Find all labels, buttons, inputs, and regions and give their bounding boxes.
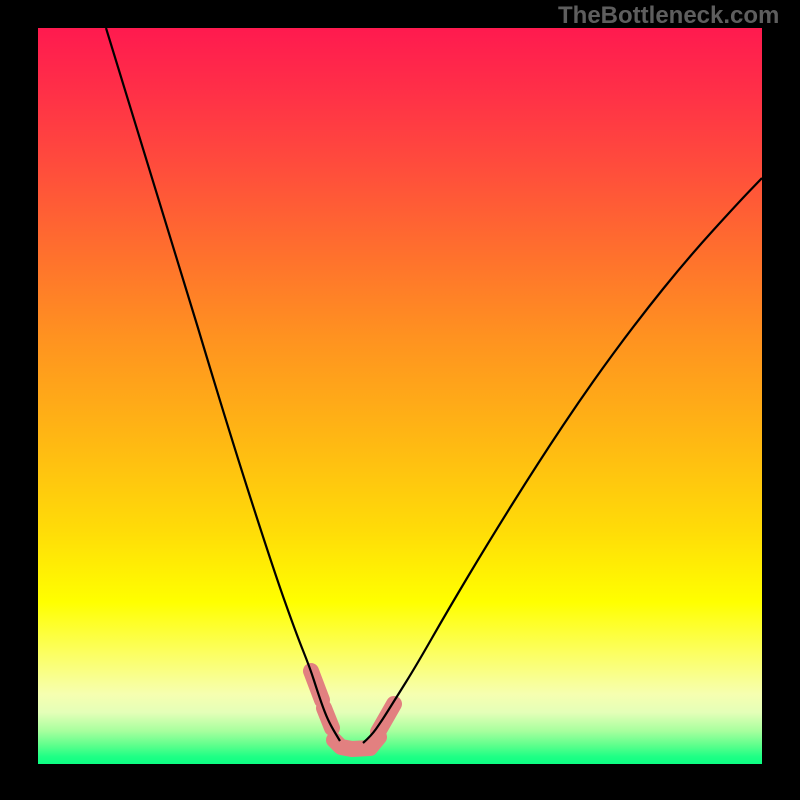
- curve-left-branch: [106, 28, 340, 741]
- curve-right-branch: [363, 178, 762, 743]
- watermark-text: TheBottleneck.com: [558, 2, 779, 30]
- highlight-segment-2: [334, 737, 379, 749]
- highlight-segment-3: [378, 704, 394, 732]
